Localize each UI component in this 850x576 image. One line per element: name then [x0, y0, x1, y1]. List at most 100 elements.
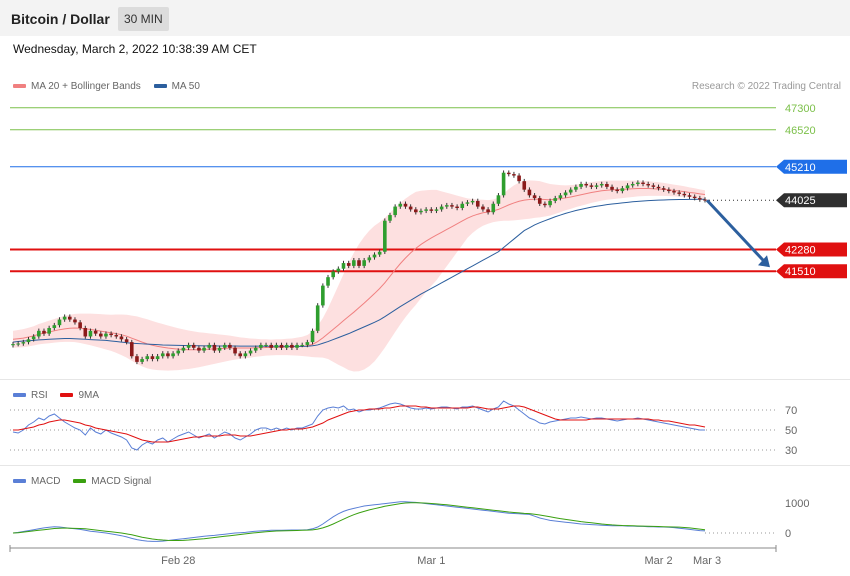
time-tick-2: Mar 2: [644, 555, 672, 567]
rsi-tick-70: 70: [785, 405, 797, 417]
candle-body: [383, 220, 387, 252]
candle-body: [233, 347, 237, 354]
time-tick-3: Mar 3: [693, 555, 721, 567]
candle-body: [620, 188, 625, 192]
candle-body: [537, 198, 542, 204]
ma50-line: [12, 198, 706, 347]
candle-body: [403, 203, 408, 207]
candle-body: [548, 200, 552, 206]
candle-body: [677, 192, 681, 194]
chart-header: Bitcoin / Dollar 30 MIN: [0, 0, 850, 36]
rsi-9ma-line: [13, 405, 706, 443]
candle-body: [398, 203, 403, 207]
candle-body: [109, 333, 113, 336]
candle-body: [408, 206, 413, 210]
candle-body: [274, 344, 279, 348]
macd-tick-0: 0: [785, 528, 791, 540]
candle-body: [11, 344, 15, 346]
macd-signal-line: [12, 502, 706, 541]
candle-body: [506, 172, 511, 175]
candle-body: [119, 336, 124, 340]
candle-body: [579, 184, 583, 187]
level-tag-45210: [776, 159, 847, 174]
level-tag-41510: [776, 264, 847, 279]
candle-body: [336, 268, 341, 272]
candle-body: [166, 353, 170, 357]
candle-body: [563, 192, 568, 196]
candle-body: [481, 206, 485, 210]
candle-body: [584, 184, 589, 186]
candle-body: [599, 184, 604, 186]
candle-body: [300, 344, 304, 346]
candle-body: [21, 342, 26, 344]
candle-body: [357, 260, 361, 266]
candle-body: [419, 210, 423, 213]
candle-body: [207, 344, 212, 348]
candle-body: [424, 209, 428, 211]
candle-body: [26, 339, 31, 343]
candle-body: [687, 195, 692, 197]
candle-body: [470, 200, 475, 203]
candle-body: [439, 206, 444, 210]
candle-body: [698, 198, 702, 200]
level-label-47300: 47300: [785, 103, 816, 115]
candle-body: [290, 344, 294, 348]
legend-item-macd: MACD: [13, 476, 60, 487]
candle-body: [630, 184, 635, 186]
candle-body: [321, 285, 325, 306]
level-label-42280: 42280: [785, 245, 816, 257]
ma20-swatch: [13, 84, 26, 89]
macd-tick-1000: 1000: [785, 498, 809, 510]
candle-body: [181, 347, 186, 351]
rsi-line: [12, 400, 705, 451]
credit-text: Research © 2022 Trading Central: [691, 81, 841, 92]
candle-body: [496, 195, 501, 204]
candle-body: [217, 347, 222, 351]
candle-body: [414, 209, 418, 213]
legend-item-rsi: RSI: [13, 390, 48, 401]
candle-body: [692, 196, 697, 199]
legend-label: MACD Signal: [91, 476, 152, 487]
candle-body: [553, 198, 558, 201]
candle-body: [682, 193, 687, 196]
legend-item-macd-signal: MACD Signal: [73, 476, 151, 487]
timeframe-button[interactable]: 30 MIN: [118, 7, 169, 31]
candle-body: [641, 182, 645, 184]
candle-body: [315, 305, 320, 331]
candle-body: [341, 263, 346, 269]
timestamp: Wednesday, March 2, 2022 10:38:39 AM CET: [13, 42, 257, 56]
candle-body: [625, 185, 630, 189]
macd-legend: MACD MACD Signal: [13, 476, 151, 487]
macd-line: [12, 501, 706, 542]
pane-divider: [0, 465, 850, 466]
candle-body: [73, 319, 77, 323]
candle-body: [610, 186, 614, 190]
candle-body: [68, 316, 72, 320]
legend-label: 9MA: [78, 390, 100, 401]
candle-body: [460, 203, 465, 208]
candle-body: [248, 350, 253, 354]
candle-body: [186, 344, 191, 348]
ma20-line: [12, 188, 706, 351]
rsi-swatch: [13, 393, 26, 398]
candle-body: [527, 189, 532, 196]
candle-body: [346, 263, 351, 266]
candle-body: [124, 339, 129, 343]
candle-body: [238, 353, 243, 357]
price-legend: MA 20 + Bollinger Bands MA 50: [13, 81, 200, 92]
forecast-arrow-head: [758, 255, 770, 268]
pane-divider: [0, 379, 850, 380]
legend-item-ma20: MA 20 + Bollinger Bands: [13, 81, 141, 92]
candle-body: [155, 356, 160, 360]
candle-body: [145, 356, 150, 360]
candle-body: [171, 353, 175, 357]
candle-body: [279, 344, 284, 348]
candle-body: [47, 328, 51, 334]
candle-body: [37, 330, 41, 337]
candle-body: [135, 356, 139, 362]
candle-body: [176, 350, 181, 354]
candle-body: [486, 209, 490, 213]
rsi-tick-30: 30: [785, 445, 797, 457]
level-label-45210: 45210: [785, 162, 816, 174]
